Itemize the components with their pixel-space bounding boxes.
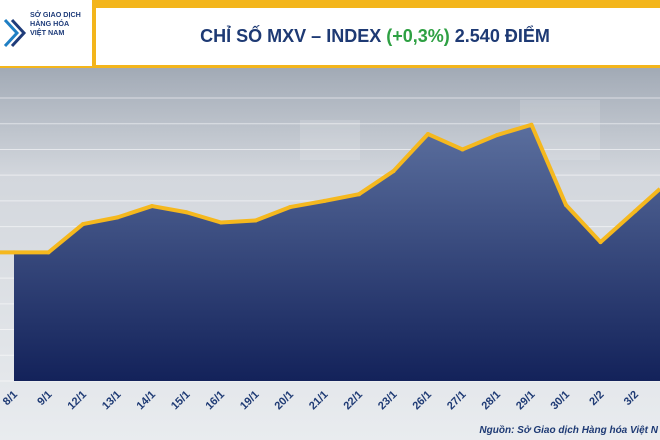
x-tick-label: 16/1	[203, 389, 227, 413]
title-suffix: 2.540 ĐIỂM	[454, 26, 550, 46]
source-note: Nguồn: Sở Giao dịch Hàng hóa Việt N	[479, 425, 658, 436]
data-point-22/1	[357, 192, 361, 197]
data-point-30/1	[564, 203, 568, 208]
data-point-26/1	[426, 132, 430, 137]
data-point-29/1	[529, 122, 534, 127]
logo-line-2: HÀNG HÓA	[30, 19, 70, 28]
x-tick-label: 23/1	[376, 389, 400, 413]
logo-line-3: VIỆT NAM	[30, 28, 65, 37]
data-point-12/1	[81, 222, 85, 227]
data-point-2/2	[598, 240, 603, 245]
area-fill-group	[0, 122, 660, 382]
x-tick-label: 21/1	[307, 389, 331, 413]
x-tick-label: 15/1	[169, 389, 193, 413]
x-tick-label: 26/1	[410, 389, 434, 413]
x-tick-label: 13/1	[100, 389, 124, 413]
data-point-28/1	[495, 133, 499, 138]
area-chart: 8/1 9/1 12/1 13/1 14/1 15/1 16/1 19/1 20/1 21/1 22…	[0, 97, 660, 413]
x-tick-label: 8/1	[1, 389, 20, 408]
data-point-20/1	[288, 205, 292, 210]
header-band: SỞ GIAO DỊCH HÀNG HÓA VIỆT NAM CHỈ SỐ MX…	[0, 0, 660, 68]
data-point-3/2	[633, 209, 637, 214]
data-point-27/1	[460, 147, 465, 152]
chart-title: CHỈ SỐ MXV – INDEX (+0,3%) 2.540 ĐIỂM	[90, 26, 660, 47]
logo-line-1: SỞ GIAO DỊCH	[30, 10, 81, 19]
area-fill	[14, 124, 660, 382]
data-point-13/1	[115, 215, 120, 220]
data-point-15/1	[184, 210, 189, 215]
x-tick-label: 27/1	[445, 389, 469, 413]
title-change: (+0,3%)	[386, 26, 450, 46]
x-tick-label: 30/1	[548, 389, 572, 413]
x-tick-label: 12/1	[65, 389, 89, 413]
data-point-14/1	[150, 204, 154, 209]
x-tick-label: 22/1	[341, 389, 365, 413]
logo-chevron-icon	[3, 18, 27, 48]
x-tick-label: 20/1	[272, 389, 296, 413]
data-point-16/1	[219, 220, 223, 225]
x-tick-label: 14/1	[134, 389, 158, 413]
data-point-8/1	[12, 250, 16, 255]
x-tick-label: 29/1	[514, 389, 538, 413]
x-tick-labels: 8/1 9/1 12/1 13/1 14/1 15/1 16/1 19/1 20/1 21/1 22…	[1, 389, 641, 413]
data-point-23/1	[391, 169, 396, 174]
logo-text: SỞ GIAO DỊCH HÀNG HÓA VIỆT NAM	[30, 10, 92, 37]
x-tick-label: 19/1	[238, 389, 262, 413]
x-tick-label: 9/1	[35, 389, 54, 408]
data-point-19/1	[253, 218, 258, 223]
title-prefix: CHỈ SỐ MXV – INDEX	[200, 26, 382, 46]
x-tick-label: 2/2	[587, 389, 606, 408]
x-tick-label: 28/1	[479, 389, 503, 413]
data-point-9/1	[46, 250, 51, 255]
background-decoration	[300, 120, 360, 160]
logo: SỞ GIAO DỊCH HÀNG HÓA VIỆT NAM	[0, 0, 96, 66]
data-point-21/1	[322, 198, 327, 203]
title-box	[90, 8, 660, 65]
x-tick-label: 3/2	[622, 389, 641, 408]
